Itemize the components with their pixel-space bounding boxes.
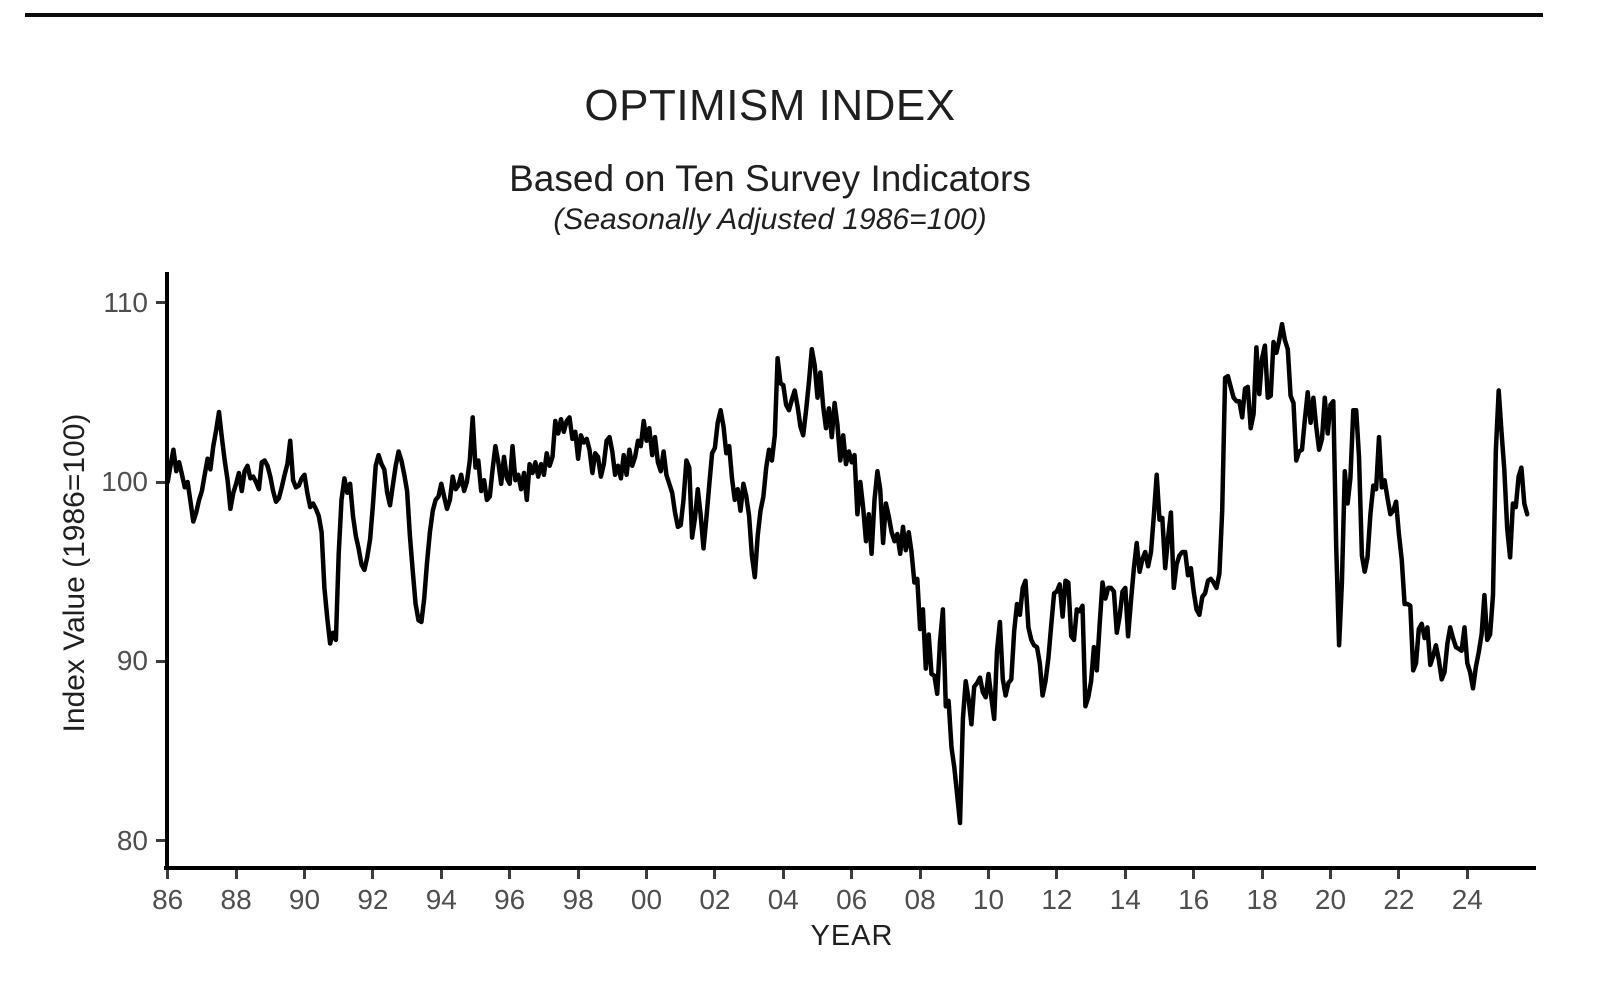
x-tick-label-04: 04 — [767, 884, 799, 915]
x-tick-08 — [918, 870, 922, 879]
x-tick-label-94: 94 — [425, 884, 457, 915]
x-tick-label-90: 90 — [288, 884, 321, 915]
x-tick-94 — [439, 870, 443, 879]
x-tick-label-02: 02 — [699, 884, 731, 915]
x-tick-88 — [234, 870, 238, 879]
x-tick-18 — [1260, 870, 1264, 879]
x-tick-label-06: 06 — [836, 884, 868, 915]
x-tick-10 — [987, 870, 990, 879]
x-axis-title: YEAR — [810, 920, 894, 952]
x-tick-04 — [781, 870, 785, 879]
y-tick-label-110: 110 — [103, 286, 148, 318]
x-tick-label-96: 96 — [494, 884, 526, 915]
x-tick-label-86: 86 — [152, 884, 184, 915]
x-tick-label-98: 98 — [562, 884, 594, 915]
x-axis-spine — [164, 866, 1536, 870]
chart-subtitle: Based on Ten Survey Indicators — [509, 158, 1031, 199]
x-tick-label-20: 20 — [1314, 884, 1347, 915]
x-tick-label-22: 22 — [1383, 884, 1415, 915]
y-tick-label-100: 100 — [101, 466, 148, 497]
x-tick-24 — [1465, 870, 1469, 879]
y-tick-80 — [156, 839, 165, 843]
x-tick-06 — [850, 870, 854, 879]
x-tick-label-14: 14 — [1109, 884, 1141, 915]
x-tick-90 — [303, 870, 306, 879]
x-tick-22 — [1397, 870, 1401, 879]
x-tick-label-10: 10 — [972, 884, 1005, 915]
x-tick-14 — [1123, 870, 1127, 879]
y-tick-label-90: 90 — [116, 645, 148, 677]
y-axis-title: Index Value (1986=100) — [58, 413, 91, 733]
x-tick-label-08: 08 — [904, 884, 936, 915]
chart-note: (Seasonally Adjusted 1986=100) — [553, 203, 987, 236]
chart-title: OPTIMISM INDEX — [584, 81, 956, 130]
x-tick-92 — [371, 870, 375, 879]
x-tick-00 — [645, 870, 648, 879]
x-tick-label-18: 18 — [1246, 884, 1278, 915]
y-tick-110 — [156, 301, 165, 305]
top-border-rule — [25, 13, 1543, 17]
x-tick-86 — [166, 870, 170, 879]
y-tick-100 — [156, 480, 165, 484]
x-tick-12 — [1055, 870, 1059, 879]
x-tick-label-12: 12 — [1041, 884, 1073, 915]
x-tick-label-00: 00 — [630, 884, 663, 915]
optimism-index-series-line — [165, 321, 1530, 826]
x-tick-label-16: 16 — [1178, 884, 1210, 915]
x-tick-16 — [1192, 870, 1196, 879]
x-tick-label-92: 92 — [357, 884, 389, 915]
y-tick-label-80: 80 — [116, 824, 148, 856]
x-tick-02 — [713, 870, 717, 879]
x-tick-20 — [1329, 870, 1332, 879]
y-tick-90 — [156, 659, 165, 663]
x-tick-label-88: 88 — [220, 884, 252, 915]
x-tick-label-24: 24 — [1451, 884, 1483, 915]
x-tick-98 — [576, 870, 580, 879]
y-axis-spine — [165, 272, 169, 870]
x-tick-96 — [508, 870, 512, 879]
